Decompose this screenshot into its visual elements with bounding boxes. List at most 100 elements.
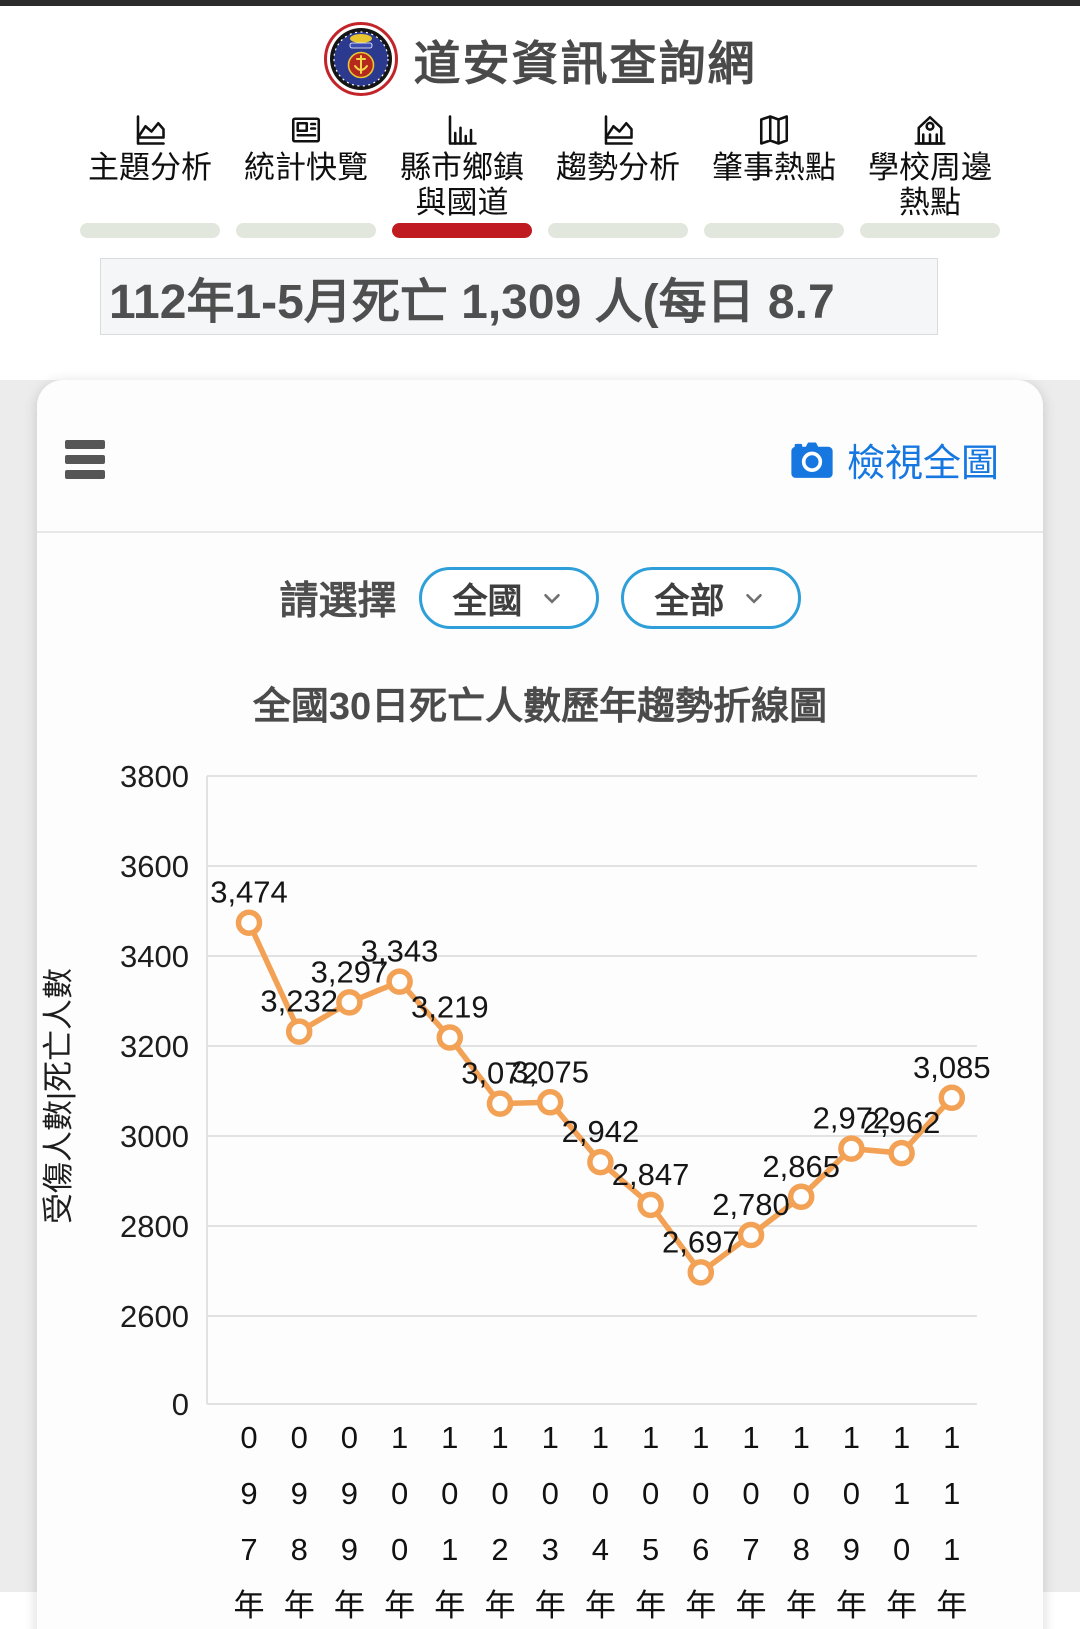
y-axis-title: 受傷人數|死亡人數 <box>41 968 76 1224</box>
data-label: 3,343 <box>361 934 439 969</box>
chevron-down-icon <box>745 593 762 604</box>
category-dropdown[interactable]: 全部 <box>620 567 801 629</box>
nav-item-label: 趨勢分析 <box>556 150 680 185</box>
menu-icon[interactable] <box>65 440 105 479</box>
y-tick-label: 3000 <box>120 1119 189 1154</box>
data-point <box>336 989 363 1016</box>
news-icon <box>288 110 324 148</box>
nav-item-label: 統計快覽 <box>244 150 368 185</box>
data-point <box>888 1139 915 1167</box>
region-dropdown-value: 全國 <box>452 581 523 621</box>
data-point <box>486 1090 514 1117</box>
y-tick-label: 3400 <box>120 939 189 974</box>
data-label: 2,962 <box>863 1105 941 1140</box>
category-dropdown-value: 全部 <box>654 581 725 621</box>
nav-item-4[interactable]: 趨勢分析 <box>544 110 692 238</box>
select-prompt-label: 請選擇 <box>279 580 397 623</box>
data-label: 3,474 <box>210 875 288 910</box>
nav-item-3[interactable]: 縣市鄉鎮 與國道 <box>388 110 536 238</box>
view-full-chart-label: 檢視全圖 <box>846 443 999 485</box>
data-point <box>587 1148 614 1176</box>
data-label: 2,697 <box>662 1224 740 1259</box>
data-point <box>637 1191 664 1219</box>
data-label: 2,847 <box>612 1157 690 1192</box>
data-label: 2,972 <box>813 1101 891 1136</box>
y-tick-label: 3600 <box>120 849 189 884</box>
y-tick-label: 3800 <box>120 759 189 794</box>
chart-title: 全國30日死亡人數歷年趨勢折線圖 <box>252 686 828 728</box>
nav-item-label: 縣市鄉鎮 與國道 <box>400 150 524 220</box>
nav-active-indicator <box>548 223 688 238</box>
content-background: 檢視全圖 請選擇 全國 全部 全國30日死亡人數歷年趨勢折線圖 3800 3600… <box>0 380 1080 1629</box>
nav-active-indicator <box>704 223 844 238</box>
y-tick-label: 3200 <box>120 1029 189 1064</box>
nav-item-6[interactable]: 學校周邊 熱點 <box>856 110 1004 238</box>
data-point <box>687 1259 715 1286</box>
map-icon <box>756 110 792 148</box>
data-label: 2,780 <box>712 1187 790 1222</box>
view-full-chart-button[interactable]: 檢視全圖 <box>790 432 999 487</box>
data-point <box>787 1183 815 1210</box>
nav-item-label: 主題分析 <box>88 150 212 185</box>
top-black-bar <box>0 0 1080 6</box>
data-label: 3,085 <box>913 1050 991 1085</box>
data-point <box>235 909 263 936</box>
region-dropdown[interactable]: 全國 <box>418 567 599 629</box>
y-tick-label: 2800 <box>120 1209 189 1244</box>
data-label: 3,232 <box>260 984 338 1019</box>
data-point <box>838 1135 865 1162</box>
trend-line-chart: 3800 3600 3400 3200 3000 2800 2600 0 受傷人數|死亡人數 3,… <box>41 759 991 1623</box>
area-chart-icon <box>132 110 168 148</box>
nav-item-label: 肇事熱點 <box>712 150 836 185</box>
filter-row: 請選擇 全國 全部 <box>37 567 1043 629</box>
y-tick-label: 0 <box>172 1387 189 1422</box>
data-point <box>536 1089 564 1116</box>
data-label: 3,075 <box>511 1054 589 1089</box>
data-point <box>436 1024 464 1051</box>
chart-card: 檢視全圖 請選擇 全國 全部 全國30日死亡人數歷年趨勢折線圖 3800 3600… <box>37 380 1043 1629</box>
data-point <box>938 1084 966 1111</box>
nav-active-indicator <box>392 223 532 238</box>
site-header: 道安資訊查詢網 <box>0 6 1080 104</box>
data-point <box>285 1018 313 1045</box>
bar-chart-icon <box>444 110 480 148</box>
announcement-marquee: 112年1-5月死亡 1,309 人(每日 8.7 <box>100 258 938 335</box>
page-title: 道安資訊查詢網 <box>413 36 757 90</box>
card-toolbar: 檢視全圖 <box>37 380 1043 533</box>
nav-active-indicator <box>80 223 220 238</box>
nav-item-2[interactable]: 統計快覽 <box>232 110 380 238</box>
main-nav: 主題分析 統計快覽 縣市鄉鎮 與國道 趨勢分析 肇事熱點 學校周邊 熱點 <box>0 104 1080 238</box>
data-label: 3,297 <box>311 954 389 989</box>
site-logo <box>323 22 398 96</box>
y-tick-label: 2600 <box>120 1299 189 1334</box>
area-chart-icon <box>600 110 636 148</box>
camera-icon <box>791 441 833 478</box>
announcement-text: 112年1-5月死亡 1,309 人(每日 8.7 <box>109 275 835 329</box>
data-label: 2,942 <box>562 1114 640 1149</box>
data-label: 3,219 <box>411 989 489 1024</box>
data-point <box>737 1221 765 1249</box>
nav-item-1[interactable]: 主題分析 <box>76 110 224 238</box>
nav-item-label: 學校周邊 熱點 <box>868 150 992 220</box>
nav-item-5[interactable]: 肇事熱點 <box>700 110 848 238</box>
data-point <box>386 968 413 995</box>
nav-active-indicator <box>860 223 1000 238</box>
school-icon <box>912 110 948 148</box>
data-label: 2,865 <box>762 1149 840 1184</box>
nav-active-indicator <box>236 223 376 238</box>
